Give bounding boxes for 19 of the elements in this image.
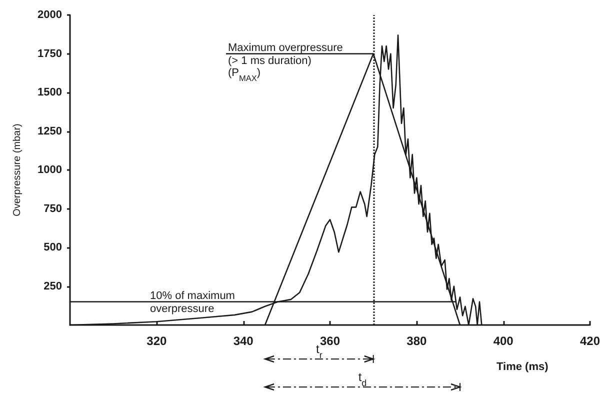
annotation: 10% of maximum overpressure <box>150 290 235 315</box>
y-tick-label: 1250 <box>38 125 62 138</box>
x-tick-label: 420 <box>580 334 600 348</box>
x-tick-label: 340 <box>233 334 254 348</box>
y-tick-label: 2000 <box>38 9 62 21</box>
x-tick-label: 320 <box>146 334 167 348</box>
y-tick-label: 750 <box>44 202 62 215</box>
y-tick-label: 500 <box>44 242 62 254</box>
y-tick-label: 250 <box>44 280 62 292</box>
y-tick-label: 1500 <box>38 86 62 98</box>
x-tick-label: 400 <box>493 334 514 348</box>
text: t$_{d}$ <box>358 370 367 388</box>
y-tick-label: 1750 <box>38 48 62 60</box>
x-axis-title: Time (ms) <box>496 361 549 373</box>
y-axis-title: Overpressure (mbar) <box>12 124 23 216</box>
x-tick-label: 360 <box>320 334 340 348</box>
annotation: Maximum overpressure (> 1 ms duration) (P$_{MAX}$) <box>228 42 343 82</box>
y-tick-label: 1000 <box>38 164 62 176</box>
x-tick-label: 380 <box>406 334 427 348</box>
